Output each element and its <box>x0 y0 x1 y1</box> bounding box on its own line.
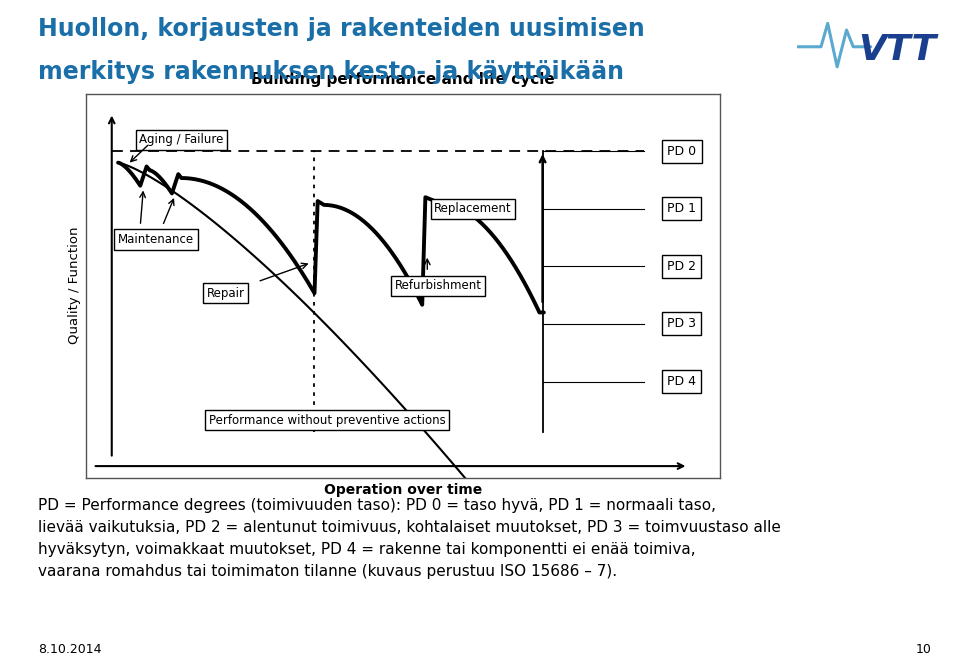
Text: 8.10.2014: 8.10.2014 <box>38 643 102 656</box>
Text: Repair: Repair <box>206 287 245 300</box>
Title: Building performance and life cycle: Building performance and life cycle <box>252 71 555 87</box>
Text: Aging / Failure: Aging / Failure <box>139 133 224 146</box>
Text: Huollon, korjausten ja rakenteiden uusimisen: Huollon, korjausten ja rakenteiden uusim… <box>38 17 645 41</box>
Y-axis label: Quality / Function: Quality / Function <box>68 227 81 344</box>
Text: VTT: VTT <box>858 33 937 67</box>
Text: 10: 10 <box>915 643 931 656</box>
Text: merkitys rakennuksen kesto- ja käyttöikään: merkitys rakennuksen kesto- ja käyttöikä… <box>38 60 624 84</box>
Text: Maintenance: Maintenance <box>118 233 194 246</box>
Text: PD 2: PD 2 <box>667 260 697 273</box>
Text: Performance without preventive actions: Performance without preventive actions <box>208 413 445 426</box>
Text: PD = Performance degrees (toimivuuden taso): PD 0 = taso hyvä, PD 1 = normaali t: PD = Performance degrees (toimivuuden ta… <box>38 498 781 579</box>
Text: PD 1: PD 1 <box>667 202 697 215</box>
Text: Refurbishment: Refurbishment <box>395 279 482 292</box>
Text: PD 0: PD 0 <box>667 145 697 158</box>
Text: PD 4: PD 4 <box>667 375 697 388</box>
Text: Replacement: Replacement <box>434 202 512 215</box>
X-axis label: Operation over time: Operation over time <box>324 483 482 497</box>
Text: PD 3: PD 3 <box>667 317 697 331</box>
